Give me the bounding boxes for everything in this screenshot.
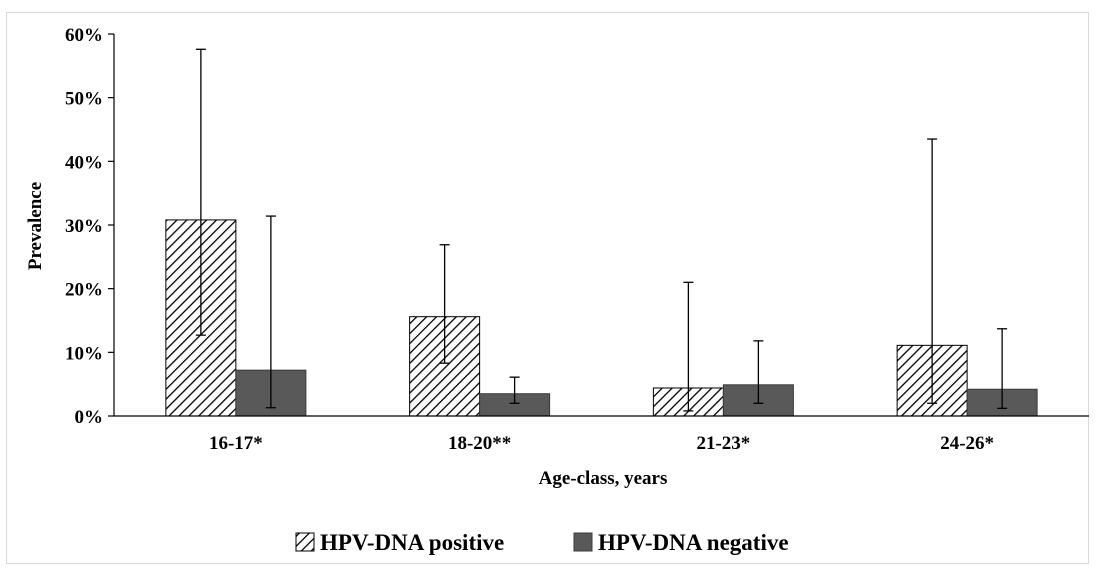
y-tick-label: 60% bbox=[65, 25, 103, 46]
y-tick-label: 50% bbox=[65, 89, 103, 110]
x-tick-label: 16-17* bbox=[209, 433, 263, 454]
y-tick-label: 40% bbox=[65, 152, 103, 173]
y-axis: 0% 10% 20% 30% 40% 50% 60% bbox=[65, 25, 115, 428]
legend-swatch-hpv-negative bbox=[573, 532, 593, 552]
legend-item-hpv-negative: HPV-DNA negative bbox=[573, 530, 789, 555]
legend: HPV-DNA positive HPV-DNA negative bbox=[295, 530, 789, 555]
y-tick-label: 0% bbox=[75, 407, 104, 428]
x-tick-label: 24-26* bbox=[940, 433, 994, 454]
legend-label: HPV-DNA positive bbox=[320, 530, 504, 555]
x-axis: 16-17* 18-20** 21-23* 24-26* bbox=[114, 415, 1089, 454]
error-bars bbox=[195, 48, 1008, 412]
error-bar bbox=[195, 48, 206, 336]
error-bar bbox=[439, 244, 450, 364]
y-axis-title: Prevalence bbox=[25, 182, 46, 270]
x-tick-label: 21-23* bbox=[696, 433, 750, 454]
error-bar bbox=[927, 138, 938, 404]
x-axis-title: Age-class, years bbox=[539, 468, 668, 489]
bars bbox=[165, 219, 1038, 417]
error-bar bbox=[509, 376, 520, 404]
bar-hpv-positive bbox=[409, 316, 481, 417]
error-bar bbox=[683, 281, 694, 412]
x-tick-label: 18-20** bbox=[448, 433, 511, 454]
legend-item-hpv-positive: HPV-DNA positive bbox=[295, 530, 504, 555]
legend-label: HPV-DNA negative bbox=[598, 530, 789, 555]
error-bar bbox=[753, 340, 764, 404]
error-bar bbox=[997, 328, 1008, 410]
y-tick-label: 20% bbox=[65, 280, 103, 301]
y-tick-label: 10% bbox=[65, 343, 103, 364]
y-tick-label: 30% bbox=[65, 216, 103, 237]
legend-swatch-hpv-positive bbox=[295, 532, 315, 552]
error-bar bbox=[265, 215, 276, 409]
